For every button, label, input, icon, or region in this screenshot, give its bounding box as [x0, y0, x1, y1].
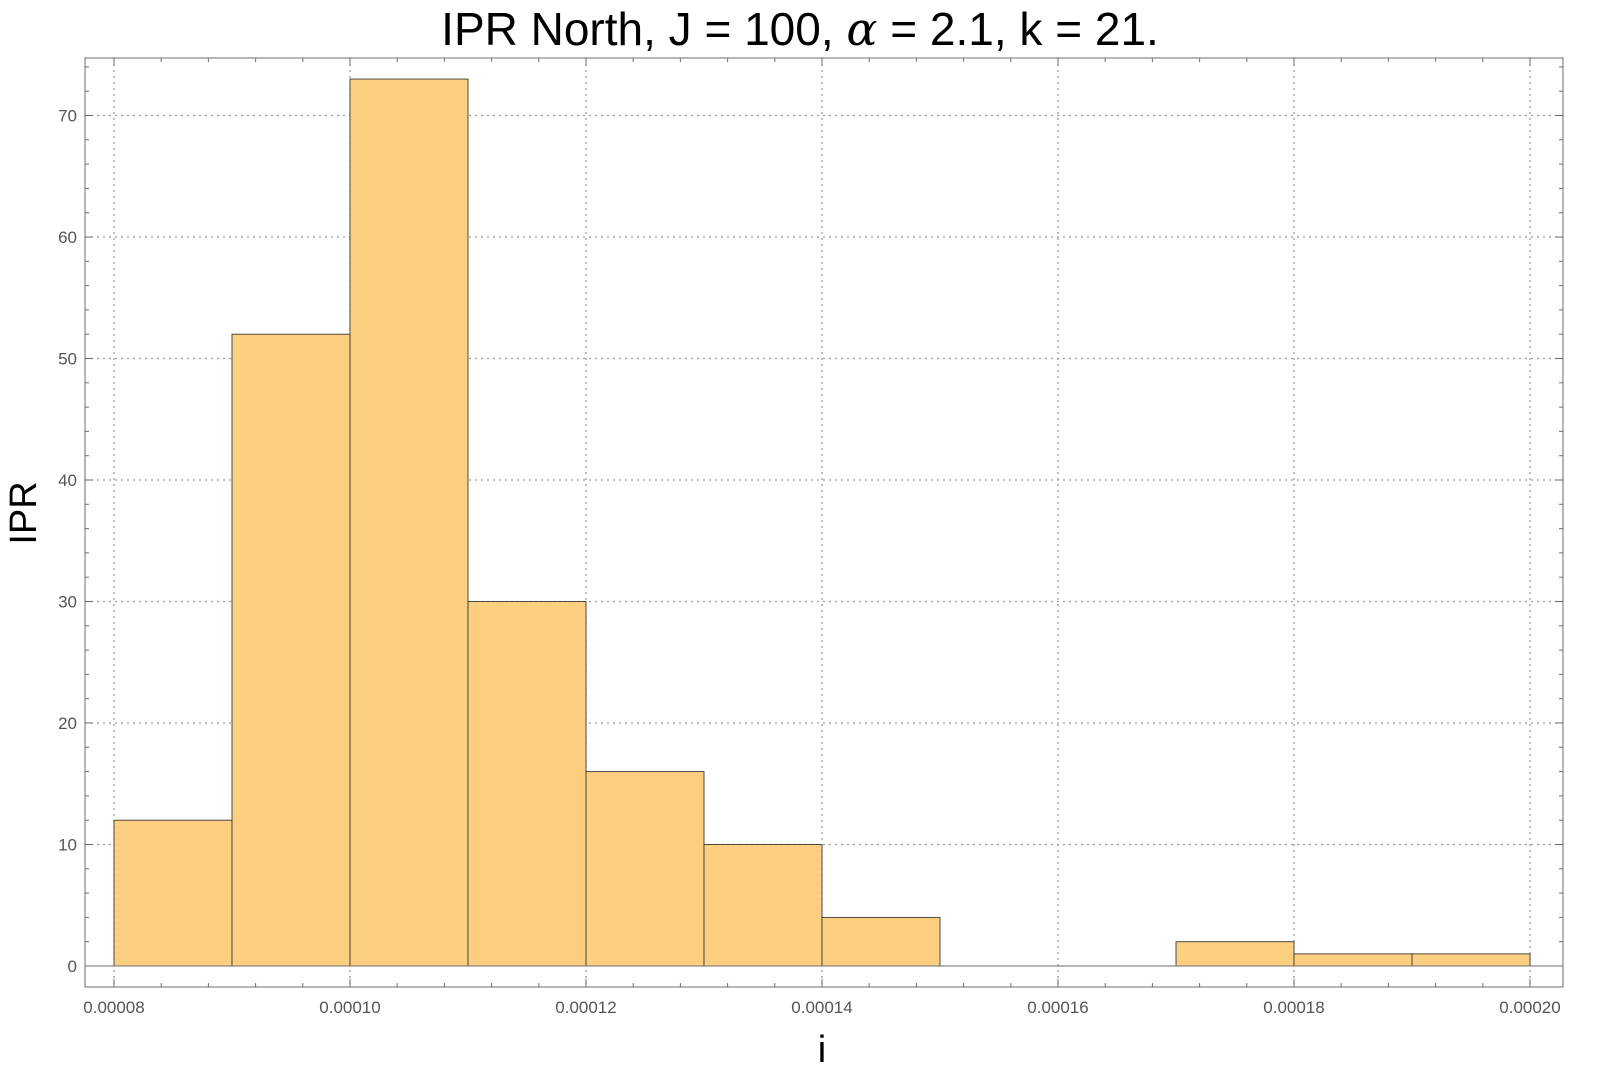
x-tick-label: 0.00012 — [555, 998, 616, 1017]
bars-layer — [113, 78, 1531, 967]
histogram-bar — [1411, 953, 1531, 967]
histogram-bar — [467, 601, 587, 967]
histogram-bar — [231, 333, 351, 967]
x-tick-label: 0.00010 — [319, 998, 380, 1017]
x-tick-label: 0.00014 — [791, 998, 852, 1017]
y-tick-label: 60 — [58, 228, 77, 247]
x-tick-label: 0.00018 — [1263, 998, 1324, 1017]
x-tick-label: 0.00016 — [1027, 998, 1088, 1017]
ticks-layer — [85, 58, 1563, 987]
x-tick-label: 0.00008 — [83, 998, 144, 1017]
plot-frame — [84, 57, 1564, 988]
y-tick-label: 50 — [58, 350, 77, 369]
y-tick-label: 70 — [58, 107, 77, 126]
x-axis-label: i — [818, 1029, 826, 1071]
histogram-bar — [1175, 941, 1295, 967]
title-part-3: = 2.1, k = 21. — [877, 3, 1159, 55]
y-tick-label: 40 — [58, 471, 77, 490]
histogram-bar — [349, 78, 469, 967]
y-tick-label: 10 — [58, 836, 77, 855]
y-tick-label: 20 — [58, 714, 77, 733]
x-tick-label: 0.00020 — [1499, 998, 1560, 1017]
title-alpha-symbol: α — [846, 2, 878, 56]
labels-layer: 0.00008 0.00010 0.00012 0.00014 0.00016 0.000… — [58, 107, 1561, 1018]
y-tick-label: 0 — [68, 957, 77, 976]
histogram-bar — [1293, 953, 1413, 967]
y-axis-label: IPR — [3, 481, 45, 544]
y-tick-label: 30 — [58, 593, 77, 612]
frame-layer — [84, 57, 1564, 988]
title-part-1: IPR North, J = 100, — [441, 3, 847, 55]
histogram-bar — [703, 844, 823, 967]
histogram-bar — [585, 771, 705, 967]
histogram-bar — [113, 819, 233, 967]
chart-title: IPR North, J = 100, α = 2.1, k = 21. — [0, 2, 1600, 56]
histogram-bar — [821, 916, 941, 967]
